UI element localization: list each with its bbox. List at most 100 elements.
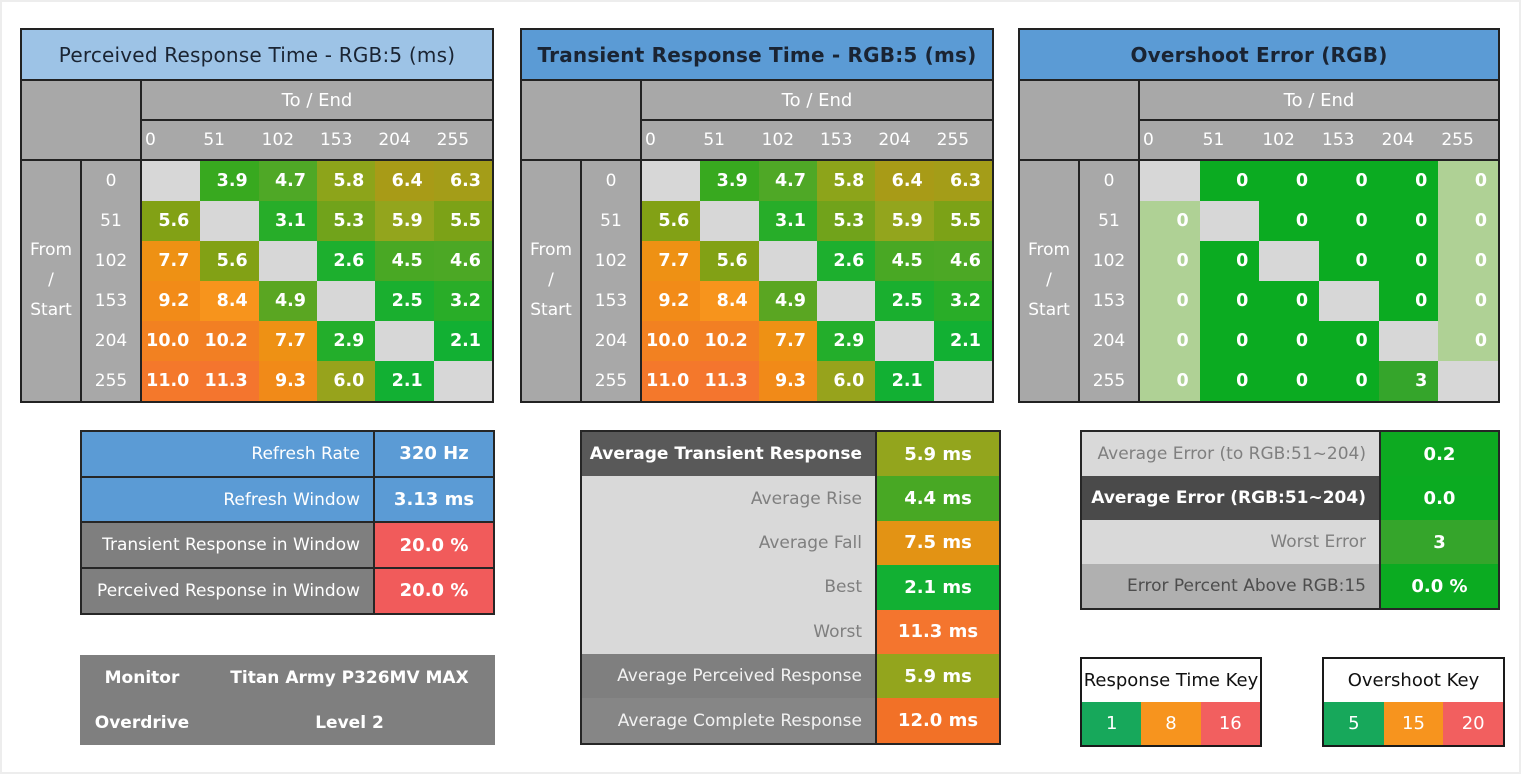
heatmap-cell: 0 bbox=[1199, 321, 1260, 361]
heatmap-cell: 2.6 bbox=[816, 241, 876, 281]
heatmap-cell: 0 bbox=[1438, 241, 1498, 281]
row-axis-label-line: Start bbox=[1028, 299, 1070, 320]
heatmap-cell: 2.6 bbox=[316, 241, 376, 281]
heatmap-cell: 4.7 bbox=[758, 161, 817, 201]
heatmap-cell: 0 bbox=[1140, 321, 1200, 361]
col-header: 0 bbox=[642, 121, 701, 161]
heatmap-cell: 0 bbox=[1319, 361, 1379, 401]
summary-label: Average Rise bbox=[582, 476, 877, 521]
key-color-cell: 1 bbox=[1082, 702, 1142, 745]
col-header: 102 bbox=[258, 121, 317, 161]
summary-row: Error Percent Above RGB:15 0.0 % bbox=[1082, 564, 1498, 608]
heatmap-cell-diagonal bbox=[1140, 161, 1200, 201]
row-header: 0 bbox=[82, 161, 142, 201]
heatmap-cell: 0 bbox=[1378, 241, 1439, 281]
matrix-corner-blank bbox=[22, 81, 142, 161]
refresh-summary-table: Refresh Rate 320 Hz Refresh Window 3.13 ms T… bbox=[80, 430, 495, 615]
monitor-row: Overdrive Level 2 bbox=[80, 700, 495, 745]
heatmap-cell: 3.2 bbox=[433, 281, 492, 321]
heatmap-cell: 3.9 bbox=[700, 161, 759, 201]
summary-label: Worst bbox=[582, 609, 877, 654]
summary-row: Average Complete Response 12.0 ms bbox=[582, 698, 999, 743]
heatmap-cell: 5.6 bbox=[142, 201, 201, 241]
heatmap-cell: 8.4 bbox=[700, 281, 759, 321]
heatmap-cell: 9.2 bbox=[142, 281, 201, 321]
heatmap-cell: 9.3 bbox=[758, 361, 817, 401]
summary-value: 20.0 % bbox=[375, 569, 493, 613]
summary-value: 0.2 bbox=[1381, 432, 1498, 476]
col-header: 204 bbox=[1378, 121, 1439, 161]
summary-value: 3.13 ms bbox=[375, 477, 493, 522]
row-header: 255 bbox=[1080, 361, 1140, 401]
heatmap-cell: 5.9 bbox=[875, 201, 934, 241]
matrix-grid: To / End 0 51 102 153 204 255 From / Start 0 0 0 0 0 0 5… bbox=[1018, 79, 1500, 403]
col-header: 0 bbox=[1140, 121, 1200, 161]
summary-row: Refresh Window 3.13 ms bbox=[82, 475, 493, 522]
heatmap-cell: 0 bbox=[1140, 201, 1200, 241]
col-axis-label: To / End bbox=[142, 81, 492, 121]
row-header: 255 bbox=[82, 361, 142, 401]
col-header: 51 bbox=[200, 121, 259, 161]
heatmap-cell: 0 bbox=[1259, 161, 1319, 201]
row-header: 0 bbox=[582, 161, 642, 201]
row-header: 255 bbox=[582, 361, 642, 401]
heatmap-cell-diagonal bbox=[375, 321, 434, 361]
col-header: 255 bbox=[433, 121, 492, 161]
summary-row: Average Fall 7.5 ms bbox=[582, 520, 999, 566]
heatmap-cell: 5.5 bbox=[933, 201, 992, 241]
heatmap-cell: 10.0 bbox=[642, 321, 701, 361]
row-axis-label-line: / bbox=[548, 270, 554, 291]
heatmap-cell: 2.9 bbox=[816, 321, 876, 361]
heatmap-cell-diagonal bbox=[875, 321, 934, 361]
summary-label: Error Percent Above RGB:15 bbox=[1082, 564, 1381, 608]
summary-row: Worst Error 3 bbox=[1082, 520, 1498, 564]
summary-value: 2.1 ms bbox=[877, 565, 999, 610]
heatmap-cell-diagonal bbox=[316, 281, 376, 321]
summary-row: Average Perceived Response 5.9 ms bbox=[582, 653, 999, 699]
row-header: 51 bbox=[582, 201, 642, 241]
heatmap-cell: 0 bbox=[1199, 281, 1260, 321]
monitor-value: Titan Army P326MV MAX bbox=[230, 667, 469, 688]
heatmap-cell: 2.1 bbox=[433, 321, 492, 361]
summary-value: 5.9 ms bbox=[877, 432, 999, 477]
heatmap-cell: 5.6 bbox=[700, 241, 759, 281]
summary-row: Average Error (RGB:51~204) 0.0 bbox=[1082, 476, 1498, 520]
heatmap-cell: 4.9 bbox=[758, 281, 817, 321]
response-time-key-title: Response Time Key bbox=[1083, 670, 1259, 691]
heatmap-cell-diagonal bbox=[142, 161, 201, 201]
heatmap-cell: 6.0 bbox=[316, 361, 376, 401]
heatmap-cell: 5.6 bbox=[200, 241, 259, 281]
key-color-cell: 16 bbox=[1200, 702, 1260, 745]
heatmap-cell: 0 bbox=[1199, 241, 1260, 281]
monitor-value: Level 2 bbox=[315, 712, 384, 733]
col-header: 102 bbox=[758, 121, 817, 161]
matrix-corner-blank bbox=[522, 81, 642, 161]
matrix-grid: To / End 0 51 102 153 204 255 From / Start 0 3.9 4.7… bbox=[20, 79, 494, 403]
row-axis-label: From / Start bbox=[522, 161, 582, 401]
heatmap-cell: 0 bbox=[1140, 241, 1200, 281]
heatmap-cell: 5.8 bbox=[816, 161, 876, 201]
heatmap-cell: 0 bbox=[1438, 201, 1498, 241]
row-header: 0 bbox=[1080, 161, 1140, 201]
key-color-cell: 15 bbox=[1383, 702, 1444, 745]
summary-row: Average Rise 4.4 ms bbox=[582, 476, 999, 521]
heatmap-cell-diagonal bbox=[700, 201, 759, 241]
summary-value: 4.4 ms bbox=[877, 476, 999, 521]
heatmap-cell: 0 bbox=[1259, 321, 1319, 361]
overshoot-summary-table: Average Error (to RGB:51~204) 0.2 Average … bbox=[1080, 430, 1500, 610]
summary-label: Transient Response in Window bbox=[82, 523, 375, 568]
heatmap-cell: 0 bbox=[1319, 161, 1379, 201]
summary-label: Worst Error bbox=[1082, 520, 1381, 564]
heatmap-cell: 0 bbox=[1140, 361, 1200, 401]
summary-label: Perceived Response in Window bbox=[82, 569, 375, 613]
summary-value: 320 Hz bbox=[375, 432, 493, 476]
row-header: 204 bbox=[1080, 321, 1140, 361]
heatmap-cell: 2.5 bbox=[875, 281, 934, 321]
heatmap-cell: 0 bbox=[1319, 241, 1379, 281]
summary-label: Average Complete Response bbox=[582, 698, 877, 743]
heatmap-overshoot-error: Overshoot Error (RGB) To / End 0 51 102 153 20… bbox=[1018, 28, 1500, 403]
summary-row: Transient Response in Window 20.0 % bbox=[82, 521, 493, 568]
summary-label: Average Error (RGB:51~204) bbox=[1082, 476, 1381, 520]
summary-label: Average Error (to RGB:51~204) bbox=[1082, 432, 1381, 476]
